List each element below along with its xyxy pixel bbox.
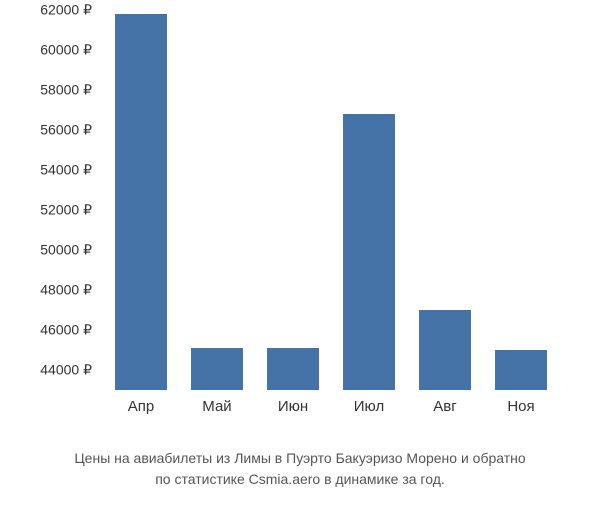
caption-line-1: Цены на авиабилеты из Лимы в Пуэрто Баку…: [0, 448, 600, 469]
chart-caption: Цены на авиабилеты из Лимы в Пуэрто Баку…: [0, 448, 600, 490]
x-tick-label: Апр: [115, 398, 167, 415]
bar: [115, 14, 167, 390]
y-tick-label: 52000 ₽: [40, 202, 92, 219]
x-axis-labels: Апр Май Июн Июл Авг Ноя: [105, 398, 570, 415]
bar: [495, 350, 547, 390]
y-tick-label: 50000 ₽: [40, 242, 92, 259]
y-tick-label: 58000 ₽: [40, 82, 92, 99]
y-tick-label: 56000 ₽: [40, 122, 92, 139]
bar: [191, 348, 243, 390]
plot-area: [105, 10, 570, 390]
bar: [267, 348, 319, 390]
y-tick-label: 60000 ₽: [40, 42, 92, 59]
x-tick-label: Июл: [343, 398, 395, 415]
y-tick-label: 54000 ₽: [40, 162, 92, 179]
x-tick-label: Авг: [419, 398, 471, 415]
caption-line-2: по статистике Csmia.aero в динамике за г…: [0, 469, 600, 490]
y-tick-label: 46000 ₽: [40, 322, 92, 339]
x-tick-label: Май: [191, 398, 243, 415]
y-tick-label: 48000 ₽: [40, 282, 92, 299]
y-tick-label: 62000 ₽: [40, 2, 92, 19]
bar: [419, 310, 471, 390]
x-tick-label: Ноя: [495, 398, 547, 415]
y-axis: 44000 ₽ 46000 ₽ 48000 ₽ 50000 ₽ 52000 ₽ 54000…: [10, 10, 100, 390]
bars-group: [105, 10, 570, 390]
y-tick-label: 44000 ₽: [40, 362, 92, 379]
bar: [343, 114, 395, 390]
x-tick-label: Июн: [267, 398, 319, 415]
price-chart: 44000 ₽ 46000 ₽ 48000 ₽ 50000 ₽ 52000 ₽ 54000…: [10, 10, 570, 410]
